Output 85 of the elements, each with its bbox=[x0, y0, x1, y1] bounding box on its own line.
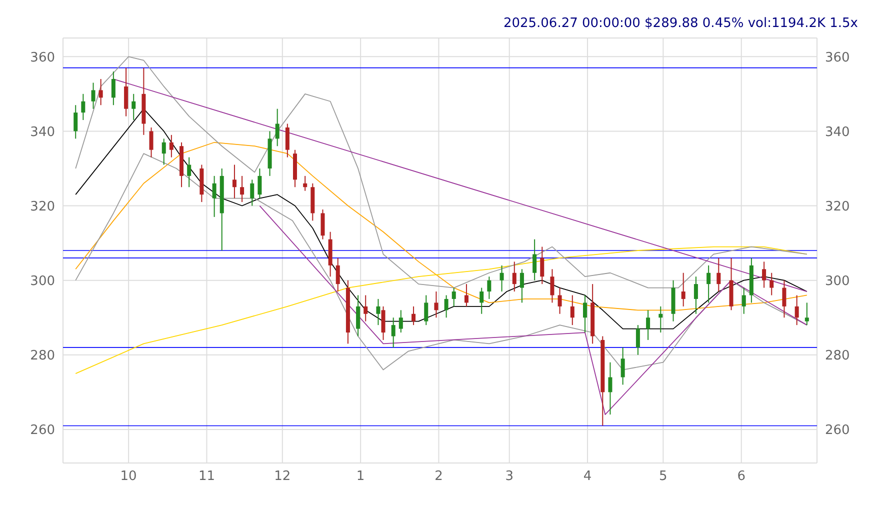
y-tick-label: 280 bbox=[30, 348, 55, 364]
line-series bbox=[75, 56, 808, 288]
line-series bbox=[75, 246, 808, 374]
candlestick bbox=[240, 175, 244, 203]
x-tick-label: 6 bbox=[737, 469, 746, 484]
x-tick-label: 1 bbox=[356, 469, 365, 484]
candlestick bbox=[532, 238, 537, 281]
candlestick bbox=[716, 257, 721, 292]
y2-tick-label: 260 bbox=[825, 423, 850, 438]
candlestick bbox=[487, 276, 492, 300]
line-series bbox=[75, 142, 808, 311]
candlestick bbox=[794, 294, 799, 326]
candlestick bbox=[620, 346, 625, 386]
candlestick bbox=[320, 208, 325, 240]
candlestick bbox=[804, 302, 809, 326]
candlestick bbox=[570, 294, 574, 326]
candlestick bbox=[149, 126, 154, 158]
candlestick bbox=[356, 294, 360, 337]
candlestick bbox=[444, 294, 448, 318]
candlestick bbox=[540, 246, 544, 285]
x-tick-label: 11 bbox=[198, 469, 216, 484]
candlestick bbox=[550, 268, 554, 304]
candlestick bbox=[636, 324, 640, 356]
y-tick-label: 340 bbox=[30, 124, 55, 140]
y2-tick-label: 280 bbox=[825, 348, 850, 364]
candlestick bbox=[706, 264, 711, 304]
candlestick bbox=[658, 306, 663, 334]
candlestick bbox=[376, 298, 380, 326]
candlestick bbox=[452, 287, 456, 307]
candlestick bbox=[336, 257, 340, 292]
candlestick bbox=[694, 276, 698, 314]
candlestick bbox=[782, 280, 786, 318]
candlestick bbox=[124, 67, 128, 117]
candlestick bbox=[285, 123, 290, 158]
candlestick bbox=[480, 287, 484, 314]
y2-tick-label: 340 bbox=[825, 124, 850, 140]
y-tick-label: 260 bbox=[30, 423, 55, 438]
candlestick bbox=[742, 287, 746, 314]
candlestick bbox=[558, 287, 562, 314]
candlestick bbox=[681, 272, 686, 307]
candlestick bbox=[258, 168, 262, 199]
candlestick bbox=[646, 310, 650, 340]
y2-tick-label: 300 bbox=[825, 274, 850, 289]
x-tick-label: 12 bbox=[274, 469, 291, 484]
y-tick-label: 320 bbox=[30, 199, 55, 214]
candlestick bbox=[464, 284, 468, 307]
candlestick bbox=[762, 261, 766, 288]
x-tick-label: 10 bbox=[120, 469, 137, 484]
candlestick bbox=[74, 104, 78, 140]
candlestick bbox=[169, 134, 174, 158]
candlestick bbox=[424, 294, 428, 326]
candlestick bbox=[275, 108, 280, 147]
candlestick bbox=[250, 179, 254, 206]
candlestick bbox=[162, 138, 166, 166]
x-tick-label: 5 bbox=[659, 469, 668, 484]
y-tick-label: 360 bbox=[30, 50, 55, 66]
line-series bbox=[259, 205, 808, 415]
candlestick bbox=[583, 294, 587, 334]
y-tick-label: 300 bbox=[30, 274, 55, 289]
candlestick bbox=[391, 317, 396, 348]
candlestick bbox=[608, 362, 612, 416]
candlestick bbox=[303, 175, 308, 192]
y2-tick-label: 320 bbox=[825, 199, 850, 214]
candlestick bbox=[212, 175, 216, 218]
candlestick bbox=[91, 82, 96, 110]
candlestick bbox=[770, 272, 774, 296]
candlestick bbox=[412, 306, 416, 326]
candlestick bbox=[520, 268, 524, 304]
x-tick-label: 4 bbox=[583, 469, 592, 484]
candlestick bbox=[232, 164, 236, 199]
x-tick-label: 3 bbox=[505, 469, 514, 484]
candlestick bbox=[398, 310, 403, 334]
candlestick bbox=[434, 291, 438, 318]
candlestick bbox=[187, 156, 192, 188]
y2-tick-label: 360 bbox=[825, 50, 850, 66]
candlestick bbox=[512, 261, 516, 292]
candlestick bbox=[81, 93, 86, 121]
candlestick bbox=[364, 294, 368, 322]
x-tick-label: 2 bbox=[434, 469, 443, 484]
candlestick bbox=[111, 71, 116, 106]
candlestick bbox=[381, 306, 386, 340]
chart-title: 2025.06.27 00:00:00 $289.88 0.45% vol:1194.2K 1.5x bbox=[503, 16, 858, 31]
candlestick bbox=[132, 93, 136, 121]
candlestick bbox=[98, 78, 103, 106]
candlestick bbox=[500, 264, 504, 292]
